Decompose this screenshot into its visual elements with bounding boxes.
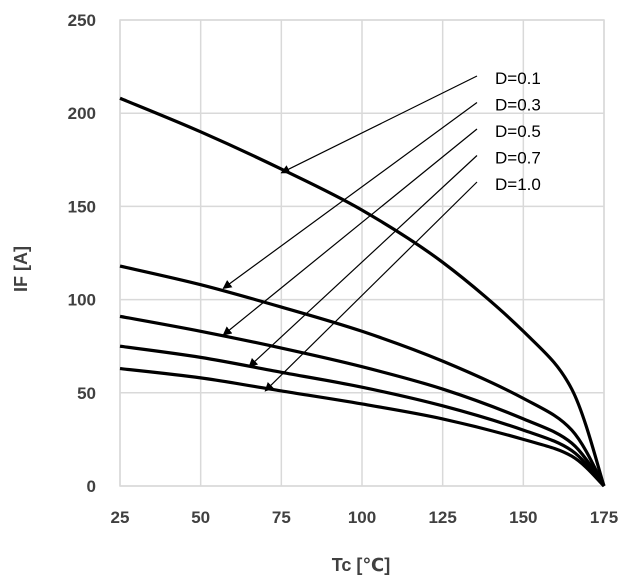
series-line-5 — [119, 366, 606, 488]
x-tick-label: 50 — [191, 508, 210, 527]
annotation-arrow — [264, 181, 478, 392]
y-tick-label: 250 — [68, 11, 96, 30]
y-axis-ticks: 0 50 100 150 200 250 — [68, 11, 96, 496]
annotation-arrow — [248, 155, 478, 368]
series-label: D=1.0 — [495, 175, 541, 194]
y-axis-title: IF [A] — [11, 246, 31, 292]
plot-border — [119, 19, 605, 487]
x-axis-ticks: 25 50 75 100 125 150 175 — [111, 508, 619, 527]
annotation-arrow — [280, 75, 478, 174]
x-axis-title: Tc [℃] — [332, 555, 390, 575]
series-layer — [119, 96, 606, 488]
series-line-1 — [119, 96, 606, 487]
annotation-arrows — [222, 75, 478, 392]
series-label: D=0.1 — [495, 69, 541, 88]
x-tick-label: 25 — [111, 508, 130, 527]
x-tick-label: 100 — [348, 508, 376, 527]
series-line-2 — [119, 264, 606, 487]
series-label: D=0.7 — [495, 149, 541, 168]
y-tick-label: 50 — [77, 384, 96, 403]
series-label: D=0.3 — [495, 96, 541, 115]
series-line-3 — [119, 314, 606, 487]
plot-area — [119, 19, 605, 487]
y-tick-label: 150 — [68, 197, 96, 216]
annotation-arrow — [222, 102, 478, 289]
x-tick-label: 125 — [428, 508, 456, 527]
grid — [119, 19, 605, 487]
y-tick-label: 200 — [68, 104, 96, 123]
series-labels: D=0.1 D=0.3 D=0.5 D=0.7 D=1.0 — [495, 69, 541, 194]
series-label: D=0.5 — [495, 122, 541, 141]
x-tick-label: 150 — [509, 508, 537, 527]
x-tick-label: 175 — [590, 508, 618, 527]
annotation-arrow — [222, 128, 478, 336]
y-tick-label: 0 — [87, 477, 96, 496]
series-line-4 — [119, 344, 606, 488]
x-tick-label: 75 — [272, 508, 291, 527]
y-tick-label: 100 — [68, 291, 96, 310]
